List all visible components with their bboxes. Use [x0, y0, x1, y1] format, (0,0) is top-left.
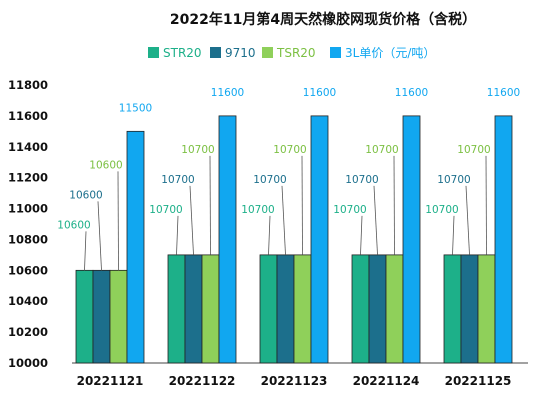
- y-tick-label: 11800: [8, 78, 48, 92]
- label-leader-line: [268, 215, 271, 255]
- bar: [351, 254, 370, 364]
- data-label: 10700: [241, 204, 274, 216]
- label-leader-line: [84, 231, 87, 271]
- data-label: 11600: [395, 87, 428, 99]
- x-category-label: 20221124: [353, 374, 420, 388]
- y-tick-label: 10200: [8, 325, 48, 339]
- legend-label: 9710: [225, 46, 256, 60]
- bar: [201, 254, 220, 364]
- label-leader-line: [176, 215, 179, 255]
- x-axis: 20221121 20221122 20221123 20221124 20221125: [77, 374, 512, 388]
- bar: [218, 115, 237, 364]
- label-leader-line: [373, 185, 378, 255]
- data-label: 10700: [365, 144, 398, 156]
- data-label: 10700: [333, 204, 366, 216]
- y-tick-label: 11200: [8, 171, 48, 185]
- data-label: 10700: [181, 144, 214, 156]
- bar: [368, 254, 387, 364]
- label-leader-line: [393, 155, 395, 255]
- data-label: 10700: [457, 144, 490, 156]
- label-leader-line: [301, 155, 303, 255]
- label-leader-line: [452, 215, 455, 255]
- y-tick-label: 11000: [8, 202, 48, 216]
- label-leader-line: [97, 201, 102, 271]
- data-label: 10700: [425, 204, 458, 216]
- label-leader-line: [189, 185, 194, 255]
- bar: [402, 115, 421, 364]
- chart-legend: STR20 9710 TSR20 3L单价（元/吨）: [148, 46, 435, 60]
- y-tick-label: 10000: [8, 356, 48, 370]
- bar: [126, 130, 145, 364]
- data-label: 10700: [253, 174, 286, 186]
- data-label: 11600: [211, 87, 244, 99]
- data-label: 10600: [57, 219, 90, 231]
- x-category-label: 20221121: [77, 374, 144, 388]
- label-leader-line: [360, 215, 363, 255]
- bar: [443, 254, 462, 364]
- bar: [276, 254, 295, 364]
- legend-swatch: [148, 47, 159, 58]
- y-tick-label: 11400: [8, 140, 48, 154]
- bar: [385, 254, 404, 364]
- label-leader-line: [281, 185, 286, 255]
- data-label: 11600: [487, 87, 520, 99]
- y-tick-label: 10600: [8, 263, 48, 277]
- label-leader-line: [209, 155, 211, 255]
- data-label: 10600: [69, 189, 102, 201]
- bar: [310, 115, 329, 364]
- bar: [293, 254, 312, 364]
- bar: [92, 269, 111, 364]
- legend-label: STR20: [163, 46, 202, 60]
- bar: [109, 269, 128, 364]
- data-label: 10600: [89, 159, 122, 171]
- data-label: 10700: [149, 204, 182, 216]
- legend-swatch: [262, 47, 273, 58]
- label-leader-line: [485, 155, 487, 255]
- bar: [494, 115, 513, 364]
- legend-swatch: [330, 47, 341, 58]
- label-leader-line: [117, 171, 119, 271]
- data-label: 10700: [437, 174, 470, 186]
- data-label: 10700: [161, 174, 194, 186]
- x-category-label: 20221123: [261, 374, 328, 388]
- bar: [477, 254, 496, 364]
- x-category-label: 20221122: [169, 374, 236, 388]
- data-label: 11500: [119, 102, 152, 114]
- bar: [75, 269, 94, 364]
- y-tick-label: 11600: [8, 109, 48, 123]
- label-leader-line: [465, 185, 470, 255]
- legend-swatch: [210, 47, 221, 58]
- data-labels: 10600 10600 10600 11500 10700 10700 10700 11600…: [57, 87, 520, 231]
- data-label: 11600: [303, 87, 336, 99]
- data-label: 10700: [345, 174, 378, 186]
- chart-title: 2022年11月第4周天然橡胶网现货价格（含税）: [170, 11, 476, 28]
- label-leaders: [84, 155, 487, 271]
- y-tick-label: 10800: [8, 232, 48, 246]
- x-category-label: 20221125: [445, 374, 512, 388]
- bar: [167, 254, 186, 364]
- bar: [184, 254, 203, 364]
- bar: [460, 254, 479, 364]
- legend-label: 3L单价（元/吨）: [345, 46, 435, 60]
- data-label: 10700: [273, 144, 306, 156]
- legend-label: TSR20: [276, 46, 316, 60]
- bar-area: [75, 115, 513, 364]
- y-tick-label: 10400: [8, 294, 48, 308]
- bar: [259, 254, 278, 364]
